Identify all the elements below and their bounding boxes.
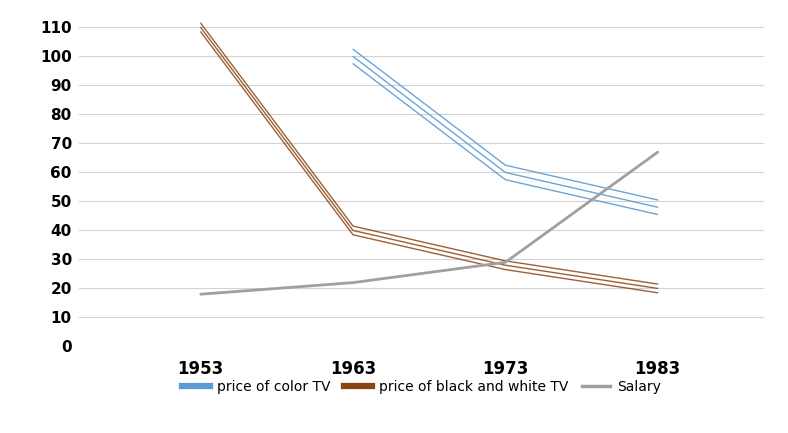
Legend: price of color TV, price of black and white TV, Salary: price of color TV, price of black and wh… [177, 375, 667, 400]
